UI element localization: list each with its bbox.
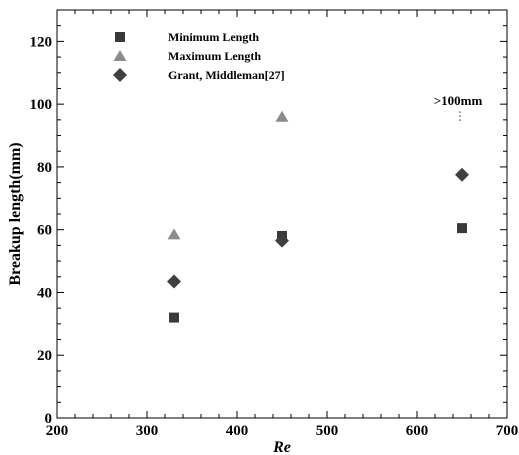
data-point-triangle <box>275 110 289 122</box>
x-tick-label: 200 <box>46 423 69 439</box>
y-tick-label: 40 <box>37 285 52 301</box>
data-point-square <box>169 312 179 323</box>
annotations: >100mm <box>434 93 483 122</box>
y-tick-label: 120 <box>30 34 53 50</box>
data-point-diamond <box>455 167 469 182</box>
data-point-diamond <box>167 274 181 289</box>
legend-label: Minimum Length <box>168 30 259 44</box>
y-tick-label: 20 <box>37 348 52 364</box>
x-axis-title: Re <box>272 439 291 455</box>
legend-label: Maximum Length <box>168 49 261 63</box>
annotation-dot <box>459 115 461 118</box>
x-tick-label: 300 <box>136 423 159 439</box>
tick-labels: 200 300 400 500 600 700 0 20 40 60 80 100 120 <box>30 34 519 439</box>
legend-marker-square <box>115 32 125 42</box>
data-marks <box>167 110 469 323</box>
y-tick-label: 100 <box>30 97 53 113</box>
annotation-dot <box>459 111 461 114</box>
legend-marker-triangle <box>113 50 127 61</box>
annotation-label: >100mm <box>434 93 483 108</box>
data-point-diamond <box>275 233 289 248</box>
x-tick-label: 700 <box>496 423 519 439</box>
ticks <box>56 10 508 419</box>
legend-marker-diamond <box>113 68 127 82</box>
annotation-dot <box>459 119 461 122</box>
legend: Minimum Length Maximum Length Grant, Middl… <box>113 30 285 82</box>
y-tick-label: 0 <box>45 411 53 427</box>
y-tick-label: 80 <box>37 160 52 176</box>
x-tick-label: 600 <box>406 423 429 439</box>
data-point-square <box>457 223 467 234</box>
x-tick-label: 400 <box>226 423 249 439</box>
y-axis-title: Breakup length(mm) <box>7 142 24 285</box>
x-tick-label: 500 <box>316 423 339 439</box>
legend-label: Grant, Middleman[27] <box>168 68 285 82</box>
y-tick-label: 60 <box>37 223 52 239</box>
data-point-triangle <box>167 228 181 240</box>
